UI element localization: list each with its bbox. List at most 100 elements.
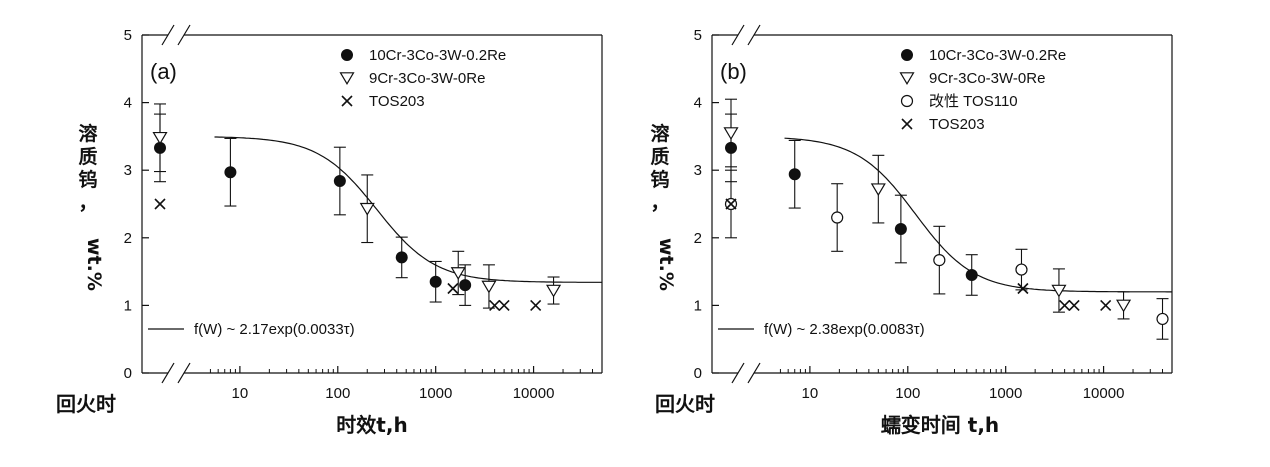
x-marker-stroke [1100,299,1112,311]
y-tick-label: 3 [124,162,132,179]
y-axis-label: 溶质钨， wt.% [78,122,105,291]
y-tick-label: 0 [694,365,702,382]
data-point [481,280,497,294]
data-point [1059,299,1071,311]
y-axis-label-part: ， [650,192,669,214]
y-tick-label: 5 [694,27,702,44]
x-marker-stroke [154,198,166,210]
y-tick-label: 4 [694,95,702,112]
series-0 [154,113,472,306]
data-point [395,251,408,264]
y-tick-label: 0 [124,365,132,382]
y-tick-label: 2 [694,230,702,247]
x-marker-stroke [530,299,542,311]
data-point [546,284,562,298]
data-point [341,49,353,61]
axis-break-mark [161,362,175,384]
fit-curve [214,136,602,283]
x-tick-label: 1000 [419,385,452,402]
data-point [1156,312,1169,326]
x-marker-stroke [489,299,501,311]
axis-break-mark [177,24,191,46]
legend-label: 改性 TOS110 [929,93,1018,110]
legend-label: 10Cr-3Co-3W-0.2Re [929,47,1066,64]
y-axis-label-part: 钨 [78,168,97,191]
x-marker-stroke [447,282,459,295]
data-point [1015,263,1028,276]
fit-curve [784,137,1172,293]
legend: 10Cr-3Co-3W-0.2Re 9Cr-3Co-3W-0Re TOS203 [339,47,506,110]
data-point [901,118,913,130]
y-tick-label: 1 [694,297,702,314]
plot-frame [141,24,603,384]
fit-legend-label: f(W) ~ 2.38exp(0.0083τ) [764,321,925,338]
x-tick-label: 10000 [1083,385,1125,402]
data-point [1017,282,1029,295]
data-point [489,299,501,311]
data-point [725,198,737,210]
data-point [154,198,166,210]
y-axis-label-part: 质 [650,146,669,168]
data-point [1116,299,1132,313]
legend-label: TOS203 [369,93,425,110]
panel-label: (b) [720,59,747,84]
y-axis-label-part: 质 [78,146,97,168]
fit-legend-label: f(W) ~ 2.17exp(0.0033τ) [194,321,355,338]
legend-label: 10Cr-3Co-3W-0.2Re [369,47,506,64]
legend-label: 9Cr-3Co-3W-0Re [369,70,485,87]
plot-frame [711,24,1173,384]
data-point [901,49,913,61]
data-point [447,282,459,295]
tempered-label: 回火时 [655,392,715,416]
x-marker-stroke [725,198,737,210]
legend-label: TOS203 [929,116,985,133]
data-point [152,131,168,145]
y-axis-label-part: 钨 [650,168,669,191]
x-tick-label: 10 [802,385,819,402]
data-point [894,223,907,236]
data-point [530,299,542,311]
y-tick-label: 3 [694,162,702,179]
x-marker-stroke [1017,282,1029,295]
x-marker-stroke [341,95,353,107]
data-point [899,72,915,86]
series-1 [723,98,1132,320]
x-marker-stroke [1059,299,1071,311]
data-point [831,211,844,224]
x-marker-stroke [901,118,913,130]
series-1 [152,103,562,309]
data-point [1068,299,1080,311]
x-axis-title: 蠕变时间 t,h [881,413,999,437]
data-point [1100,299,1112,311]
data-point [459,279,472,292]
axis-break-mark [731,362,745,384]
axis-break-mark [747,362,761,384]
data-point [1051,284,1067,298]
data-point [450,267,466,280]
data-point [965,268,978,281]
data-point [341,95,353,107]
x-marker-stroke [1068,299,1080,311]
legend-label: 9Cr-3Co-3W-0Re [929,70,1045,87]
series-3 [725,198,1112,311]
panel-label: (a) [150,59,177,84]
x-tick-label: 100 [325,385,350,402]
data-point [900,94,914,108]
y-axis-label-part: wt.% [83,238,105,291]
x-axis-title: 时效t,h [336,413,407,437]
legend: 10Cr-3Co-3W-0.2Re 9Cr-3Co-3W-0Re 改性 TOS110… [899,47,1066,133]
data-point [723,127,739,141]
data-point [333,175,346,188]
y-axis-label-part: 溶 [650,122,669,145]
y-tick-label: 1 [124,297,132,314]
data-point [933,254,946,267]
data-point [429,275,442,288]
y-tick-label: 5 [124,27,132,44]
axis-break-mark [177,362,191,384]
y-axis-label-part: 溶 [78,122,97,145]
y-axis-label: 溶质钨， wt.% [650,122,677,291]
axis-break-mark [161,24,175,46]
axis-break-mark [731,24,745,46]
data-point [224,166,237,179]
